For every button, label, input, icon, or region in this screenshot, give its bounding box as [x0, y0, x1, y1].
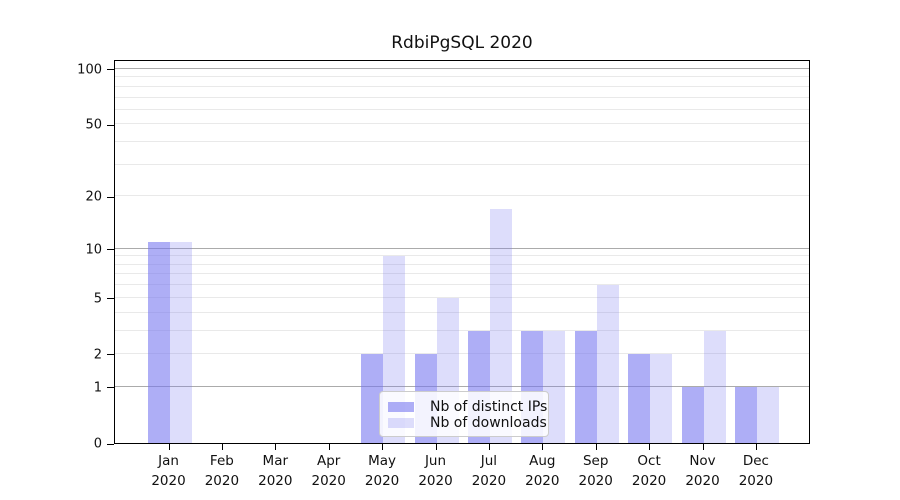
bar-distinct-ips-sep — [574, 330, 597, 443]
bar-distinct-ips-dec — [734, 386, 757, 443]
gridline-minor — [115, 195, 809, 197]
x-tick-mark — [702, 444, 704, 450]
bar-distinct-ips-oct — [628, 353, 651, 443]
x-tick-label: Mar 2020 — [258, 453, 293, 489]
x-tick-label: May 2020 — [364, 453, 400, 489]
x-tick-label: Oct 2020 — [631, 453, 667, 489]
x-tick-label: Feb 2020 — [204, 453, 240, 489]
chart-title: RdbiPgSQL 2020 — [391, 33, 533, 53]
legend-swatch-downloads — [388, 417, 414, 428]
y-tick-mark — [107, 298, 114, 300]
y-tick-label: 2 — [93, 347, 102, 363]
gridline-minor — [115, 352, 809, 354]
x-tick-mark — [382, 444, 384, 450]
y-tick-label: 10 — [85, 242, 102, 258]
x-tick-label: Jul 2020 — [471, 453, 507, 489]
bar-downloads-oct — [650, 353, 673, 443]
bar-downloads-jul — [489, 208, 512, 443]
x-tick-mark — [221, 444, 223, 450]
y-tick-mark — [107, 196, 114, 198]
legend-entry-downloads: Nb of downloads — [388, 415, 547, 431]
x-tick-label: Apr 2020 — [311, 453, 346, 489]
legend-label: Nb of distinct IPs — [430, 398, 548, 415]
legend-swatch-distinct-ips — [388, 401, 414, 412]
bar-distinct-ips-nov — [681, 386, 704, 443]
gridline-minor — [115, 263, 809, 265]
x-tick-label: Jan 2020 — [151, 453, 186, 489]
x-tick-mark — [275, 444, 277, 450]
y-tick-label: 20 — [85, 189, 102, 205]
bar-downloads-jan — [169, 241, 192, 443]
x-tick-mark — [755, 444, 757, 450]
legend-entry-distinct-ips: Nb of distinct IPs — [388, 399, 547, 415]
gridline-major — [115, 385, 809, 387]
x-tick-mark — [649, 444, 651, 450]
y-tick-mark — [107, 69, 114, 71]
bar-downloads-sep — [596, 285, 619, 443]
gridline-minor — [115, 123, 809, 125]
bar-downloads-nov — [703, 330, 726, 443]
gridline-minor — [115, 255, 809, 257]
bar-distinct-ips-jan — [147, 241, 170, 443]
gridline-minor — [115, 163, 809, 165]
gridline-minor — [115, 329, 809, 331]
y-tick-mark — [107, 387, 114, 389]
legend-label: Nb of downloads — [430, 414, 547, 431]
gridline-minor — [115, 96, 809, 98]
x-tick-mark — [328, 444, 330, 450]
x-tick-mark — [542, 444, 544, 450]
gridline-minor — [115, 141, 809, 143]
bar-downloads-dec — [756, 386, 779, 443]
gridline-major — [115, 247, 809, 249]
x-tick-mark — [488, 444, 490, 450]
y-tick-label: 5 — [93, 291, 102, 307]
gridline-minor — [115, 284, 809, 286]
gridline-minor — [115, 85, 809, 87]
gridline-minor — [115, 273, 809, 275]
plot-area: Nb of distinct IPs Nb of downloads — [114, 60, 810, 444]
gridline-minor — [115, 76, 809, 78]
y-tick-mark — [107, 354, 114, 356]
bar-distinct-ips-may — [361, 353, 384, 443]
y-tick-mark — [107, 249, 114, 251]
x-tick-label: Dec 2020 — [738, 453, 774, 489]
legend: Nb of distinct IPs Nb of downloads — [379, 391, 549, 437]
x-tick-label: Nov 2020 — [685, 453, 720, 489]
x-tick-label: Jun 2020 — [418, 453, 453, 489]
gridline-minor — [115, 311, 809, 313]
y-tick-label: 50 — [85, 117, 102, 133]
y-tick-mark — [107, 124, 114, 126]
x-tick-mark — [595, 444, 597, 450]
x-tick-label: Sep 2020 — [578, 453, 613, 489]
y-tick-label: 1 — [93, 380, 102, 396]
x-tick-label: Aug 2020 — [525, 453, 560, 489]
gridline-major — [115, 68, 809, 69]
x-tick-mark — [435, 444, 437, 450]
gridline-minor — [115, 296, 809, 298]
y-tick-label: 100 — [77, 62, 102, 78]
y-tick-mark — [107, 443, 114, 445]
y-tick-label: 0 — [93, 436, 102, 452]
gridline-minor — [115, 108, 809, 110]
x-tick-mark — [168, 444, 170, 450]
